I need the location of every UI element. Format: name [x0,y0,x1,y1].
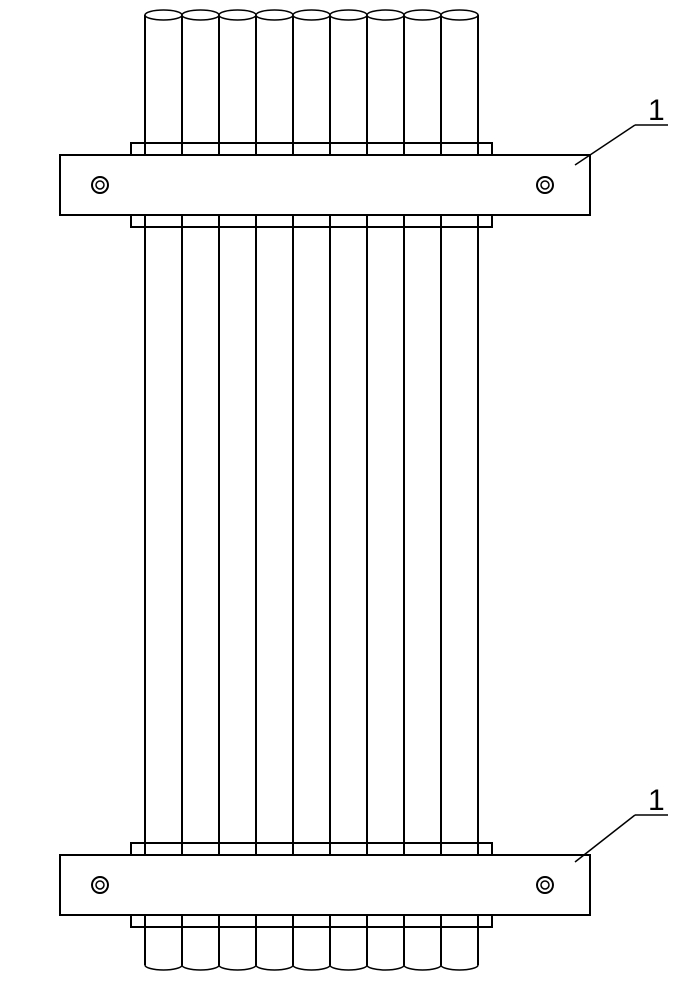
tube-bottom-cap [293,965,330,970]
tube-top-cap [256,10,293,20]
clamp-plate [60,855,590,915]
tube-top-cap [182,10,219,20]
tube-bottom-cap [441,965,478,970]
clamp-rim-bottom [131,215,492,227]
bolt-inner [541,881,549,889]
tube-top-cap [219,10,256,20]
leader-line [575,815,635,862]
tube-top-cap [330,10,367,20]
tube-bottom-cap [367,965,404,970]
leader-line [575,125,635,165]
tube-top-cap [441,10,478,20]
clamp-plate [60,155,590,215]
clamp-bottom [60,843,590,927]
tube-bottom-cap [330,965,367,970]
tube-bottom-cap [219,965,256,970]
label-text: 1 [648,784,665,817]
tube-bottom-cap [145,965,182,970]
bolt-inner [96,881,104,889]
callout-label: 1 [575,784,668,862]
tube-top-cap [404,10,441,20]
clamp-rim-bottom [131,915,492,927]
bolt-inner [96,181,104,189]
tube-top-cap [145,10,182,20]
clamp-top [60,143,590,227]
label-text: 1 [648,94,665,127]
bolts [92,177,553,893]
tube-bottom-cap [256,965,293,970]
tube-top-cap [367,10,404,20]
tube-bottom-cap [404,965,441,970]
clamp-rim-top [131,843,492,855]
clamp-rim-top [131,143,492,155]
bolt-inner [541,181,549,189]
tube-bottom-cap [182,965,219,970]
tube-top-cap [293,10,330,20]
